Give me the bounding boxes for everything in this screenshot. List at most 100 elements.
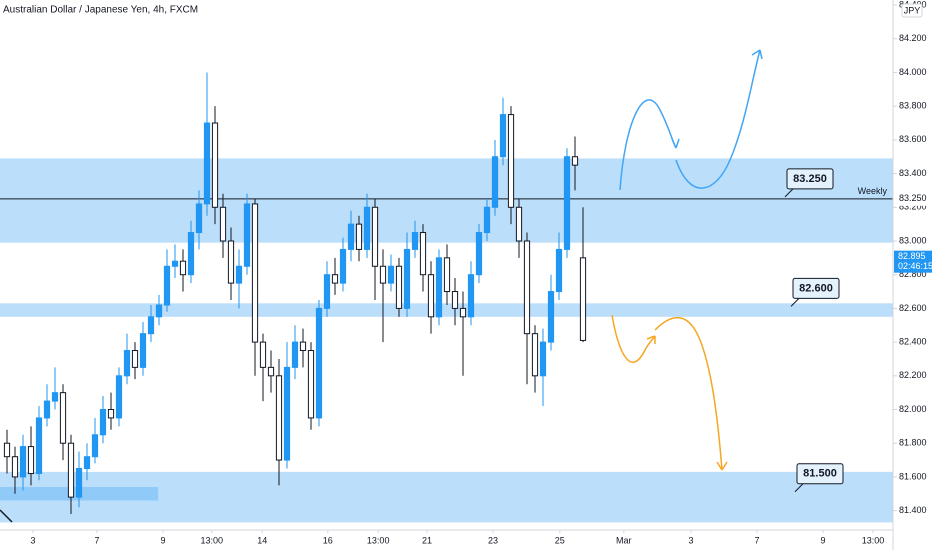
candle-body <box>131 350 139 368</box>
callout-box <box>796 463 844 485</box>
callout-box <box>792 277 840 299</box>
candle-body <box>139 333 147 368</box>
projection-arrow <box>611 314 656 364</box>
currency-label: JPY <box>904 5 921 15</box>
callout-label: 83.250 <box>793 173 827 185</box>
candle-body <box>91 434 99 458</box>
x-tick-label: Mar <box>616 535 632 545</box>
callout-pointer <box>794 483 804 493</box>
x-tick-label: 16 <box>323 535 333 545</box>
candle-body <box>555 248 563 293</box>
x-tick-label: 7 <box>754 535 759 545</box>
x-tick-label: 13:00 <box>367 535 390 545</box>
candle-body <box>323 274 331 309</box>
y-tick-label: 81.800 <box>899 438 927 448</box>
candle-body <box>499 114 507 158</box>
candle-body <box>35 417 43 475</box>
candle-body <box>347 223 355 250</box>
x-tick-label: 9 <box>160 535 165 545</box>
candle-body <box>315 307 323 419</box>
candle-body <box>459 307 467 318</box>
price-countdown: 02:46:15 <box>898 261 932 271</box>
y-tick-label: 83.400 <box>899 168 927 178</box>
y-tick-label: 82.600 <box>899 303 927 313</box>
x-tick-label: 25 <box>555 535 565 545</box>
candle-body <box>219 206 227 242</box>
candle-body <box>531 333 539 377</box>
candle-body <box>563 156 571 250</box>
y-tick-label: 84.000 <box>899 67 927 77</box>
candle-body <box>523 240 531 335</box>
price-tag-label: 82.895 <box>898 251 926 261</box>
candle-body <box>291 341 299 368</box>
y-tick-label: 84.200 <box>899 33 927 43</box>
y-tick-label: 83.600 <box>899 134 927 144</box>
arrow-head <box>646 335 656 344</box>
candle-body <box>443 257 451 293</box>
candle-body <box>355 223 363 250</box>
y-tick-label: 82.200 <box>899 370 927 380</box>
price-tag <box>894 250 932 273</box>
candle-body <box>115 375 123 419</box>
candle-body <box>75 467 83 498</box>
candle-body <box>419 232 427 276</box>
candle-body <box>307 350 315 419</box>
candle-body <box>515 206 523 242</box>
candle-body <box>51 392 59 402</box>
x-tick-label: 9 <box>820 535 825 545</box>
arrow-head <box>671 138 680 149</box>
candle-body <box>331 274 339 284</box>
candle-body <box>411 232 419 250</box>
candle-body <box>363 206 371 250</box>
candle-body <box>267 366 275 377</box>
candle-body <box>283 366 291 461</box>
candle-body <box>27 446 35 475</box>
y-tick-label: 83.200 <box>899 202 927 212</box>
candle-body <box>195 203 203 234</box>
candle-body <box>99 409 107 436</box>
candle-body <box>11 456 19 478</box>
x-tick-label: 7 <box>94 535 99 545</box>
drawings <box>0 49 763 523</box>
candle-body <box>187 232 195 276</box>
candle-body <box>83 456 91 469</box>
candle-body <box>243 203 251 267</box>
currency-box <box>901 3 923 18</box>
candle-body <box>171 260 179 267</box>
candle-body <box>339 248 347 284</box>
candle-body <box>435 257 443 318</box>
candle-body <box>59 392 67 444</box>
candle-body <box>123 350 131 377</box>
price-axis: 81.400 81.600 81.800 82.000 82.200 82.400 82.6… <box>892 0 932 550</box>
plot-area: Weekly 83.250 82.600 81.500 <box>0 72 893 523</box>
x-tick-label: 3 <box>688 535 693 545</box>
y-tick-label: 81.600 <box>899 471 927 481</box>
candle-body <box>67 442 75 498</box>
callout-pointer <box>790 298 800 307</box>
x-tick-label: 3 <box>30 535 35 545</box>
candle-body <box>275 375 283 461</box>
x-tick-label: 13:00 <box>201 535 224 545</box>
level-tag-label: 83.250 <box>899 193 927 203</box>
candle-body <box>251 203 259 343</box>
candle-body <box>203 122 211 205</box>
y-tick-label: 81.400 <box>899 505 927 515</box>
callout-pointer <box>784 188 794 198</box>
candle-body <box>395 265 403 309</box>
callout-box <box>786 168 834 190</box>
zone <box>0 158 893 243</box>
candle-body <box>475 232 483 276</box>
level-tag <box>894 191 932 206</box>
candle-body <box>427 274 435 318</box>
candle-body <box>387 265 395 284</box>
candle-body <box>547 291 555 343</box>
projection-arrow <box>675 49 761 189</box>
candle-body <box>579 257 587 341</box>
candle-body <box>483 206 491 234</box>
candle-body <box>491 156 499 208</box>
candle-body <box>451 291 459 309</box>
candle-body <box>379 265 387 284</box>
candle-body <box>571 156 579 166</box>
